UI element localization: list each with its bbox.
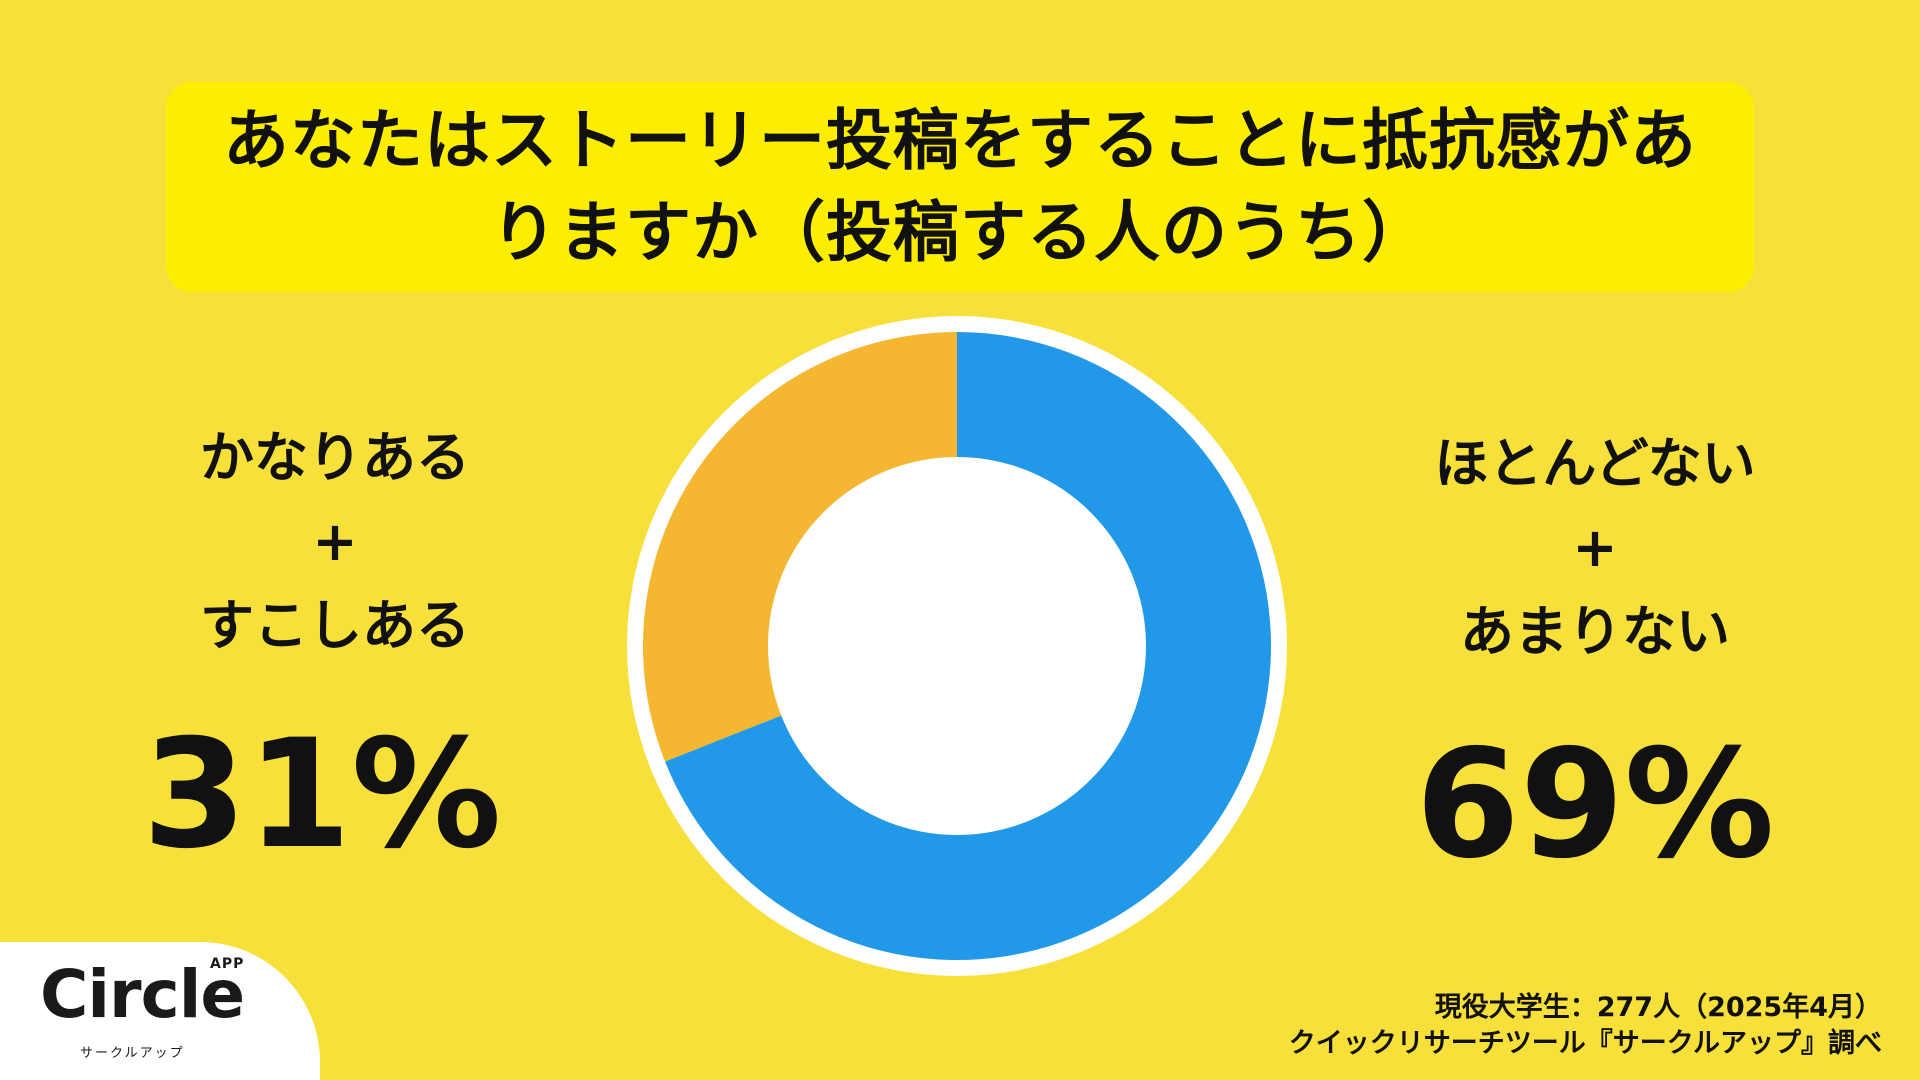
title-box: あなたはストーリー投稿をすることに抵抗感がありますか（投稿する人のうち） [166, 82, 1754, 292]
logo-name: Circle [40, 956, 245, 1033]
chart-title: あなたはストーリー投稿をすることに抵抗感がありますか（投稿する人のうち） [223, 102, 1697, 271]
right-label-plus: + [1572, 516, 1618, 579]
source-line2: クイックリサーチツール『サークルアップ』調べ [1288, 1028, 1882, 1059]
left-percent: 31% [142, 708, 502, 882]
logo-badge: APP [210, 956, 245, 972]
right-category-label: ほとんどない + あまりない [1335, 422, 1855, 674]
right-percent: 69% [1415, 718, 1775, 892]
right-label-line1: ほとんどない [1434, 432, 1756, 495]
logo-subtitle: サークルアップ [80, 1046, 185, 1061]
left-label-line2: すこしある [200, 594, 470, 657]
left-category-label: かなりある + すこしある [75, 416, 595, 668]
left-label-plus: + [312, 510, 358, 573]
donut-hole [768, 457, 1146, 835]
source-line1: 現役大学生：277人（2025年4月） [1434, 992, 1882, 1023]
left-label-line1: かなりある [200, 426, 470, 489]
source-note: 現役大学生：277人（2025年4月） クイックリサーチツール『サークルアップ』… [1289, 990, 1882, 1062]
right-label-line2: あまりない [1460, 600, 1730, 663]
logo-card: Circle APP サークルアップ [0, 942, 320, 1080]
